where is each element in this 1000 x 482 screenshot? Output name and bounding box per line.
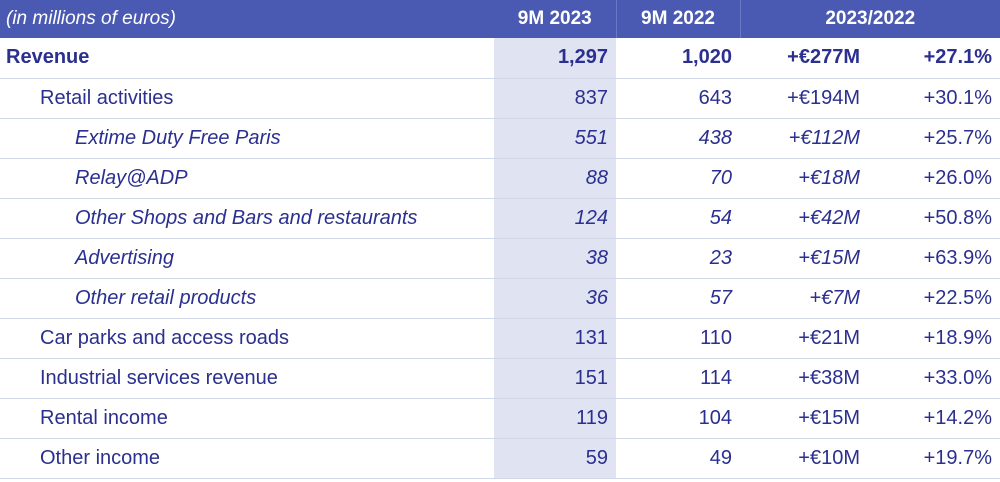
value-pct: +25.7% (923, 126, 993, 149)
table-row: Revenue 1,297 1,020 +€277M +27.1% (0, 38, 1000, 78)
value-2023: 38 (494, 238, 616, 278)
value-2022: 438 (698, 126, 732, 149)
value-2022: 104 (698, 406, 732, 429)
table-row: Other Shops and Bars and restaurants 124… (0, 198, 1000, 238)
row-label: Industrial services revenue (40, 366, 278, 389)
value-2022: 1,020 (681, 46, 732, 69)
value-pct: +30.1% (923, 86, 993, 109)
value-pct: +50.8% (923, 206, 993, 229)
header-unit-label: (in millions of euros) (0, 0, 494, 38)
table-row: Advertising 38 23 +€15M +63.9% (0, 238, 1000, 278)
table-row: Other retail products 36 57 +€7M +22.5% (0, 278, 1000, 318)
value-2023: 551 (494, 118, 616, 158)
value-diff: +€42M (798, 206, 860, 229)
value-diff: +€18M (798, 166, 860, 189)
value-2022: 643 (698, 86, 732, 109)
row-label: Other income (40, 446, 161, 469)
value-diff: +€7M (809, 286, 860, 309)
value-2023: 119 (494, 398, 616, 438)
row-label: Rental income (40, 406, 168, 429)
value-pct: +18.9% (923, 326, 993, 349)
value-2022: 49 (709, 446, 732, 469)
value-2022: 110 (700, 326, 732, 349)
table-header-row: (in millions of euros) 9M 2023 9M 2022 2… (0, 0, 1000, 38)
value-pct: +22.5% (923, 286, 993, 309)
value-2023: 1,297 (494, 38, 616, 78)
table-row: Other income 59 49 +€10M +19.7% (0, 438, 1000, 478)
value-diff: +€112M (788, 126, 860, 149)
row-label: Other Shops and Bars and restaurants (75, 206, 418, 229)
value-2022: 114 (700, 366, 732, 389)
value-diff: +€15M (798, 406, 860, 429)
value-diff: +€38M (798, 366, 860, 389)
value-2023: 59 (494, 438, 616, 478)
row-label: Advertising (75, 246, 174, 269)
value-2023: 837 (494, 78, 616, 118)
header-9m-2023: 9M 2023 (494, 0, 617, 38)
row-label: Extime Duty Free Paris (75, 126, 281, 149)
row-label: Retail activities (40, 86, 174, 109)
value-pct: +19.7% (923, 446, 993, 469)
value-pct: +14.2% (923, 406, 993, 429)
value-diff: +€15M (798, 246, 860, 269)
value-2023: 124 (494, 198, 616, 238)
table-row: Car parks and access roads 131 110 +€21M… (0, 318, 1000, 358)
table-row: Industrial services revenue 151 114 +€38… (0, 358, 1000, 398)
value-pct: +27.1% (923, 46, 993, 69)
value-2022: 70 (709, 166, 732, 189)
header-9m-2022: 9M 2022 (616, 0, 741, 38)
value-2023: 151 (494, 358, 616, 398)
value-2022: 23 (709, 246, 732, 269)
value-2022: 57 (709, 286, 732, 309)
header-change: 2023/2022 (740, 0, 1000, 38)
value-diff: +€21M (798, 326, 860, 349)
row-label: Relay@ADP (75, 166, 188, 189)
value-pct: +33.0% (923, 366, 993, 389)
table-row: Rental income 119 104 +€15M +14.2% (0, 398, 1000, 438)
table-row: Extime Duty Free Paris 551 438 +€112M +2… (0, 118, 1000, 158)
value-2023: 88 (494, 158, 616, 198)
row-label: Car parks and access roads (40, 326, 290, 349)
value-2023: 36 (494, 278, 616, 318)
value-pct: +26.0% (923, 166, 993, 189)
value-2023: 131 (494, 318, 616, 358)
value-diff: +€10M (798, 446, 860, 469)
row-label: Revenue (6, 46, 90, 69)
value-2022: 54 (709, 206, 732, 229)
table-row: Relay@ADP 88 70 +€18M +26.0% (0, 158, 1000, 198)
table-row: Retail activities 837 643 +€194M +30.1% (0, 78, 1000, 118)
row-label: Other retail products (75, 286, 257, 309)
value-diff: +€277M (787, 46, 860, 69)
value-pct: +63.9% (923, 246, 993, 269)
value-diff: +€194M (787, 86, 860, 109)
